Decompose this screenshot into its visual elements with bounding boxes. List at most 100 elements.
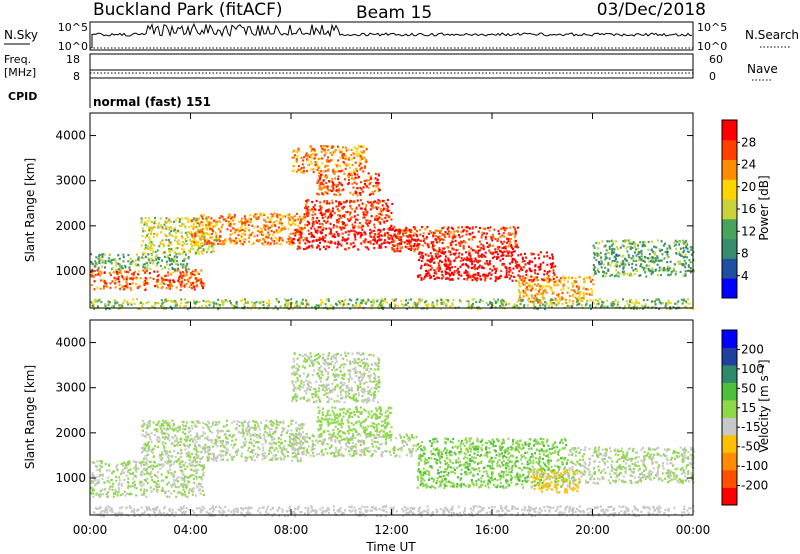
data-cell	[480, 243, 483, 246]
data-cell	[226, 429, 229, 433]
data-cell	[552, 266, 555, 269]
data-cell	[269, 433, 272, 437]
data-cell	[107, 300, 110, 303]
data-cell	[127, 271, 130, 274]
data-cell	[665, 307, 668, 310]
data-cell	[325, 227, 328, 230]
data-cell	[650, 300, 653, 303]
data-cell	[161, 285, 164, 288]
data-cell	[275, 237, 278, 240]
data-cell	[146, 443, 149, 446]
data-cell	[379, 234, 381, 237]
data-cell	[449, 263, 452, 266]
data-cell	[492, 304, 495, 307]
data-cell	[408, 238, 411, 241]
data-cell	[313, 157, 316, 160]
data-cell	[328, 245, 331, 248]
data-cell	[205, 242, 208, 245]
data-cell	[684, 300, 687, 303]
data-cell	[648, 253, 651, 256]
data-cell	[354, 173, 356, 176]
data-cell	[596, 302, 599, 305]
data-cell	[293, 238, 296, 241]
data-cell	[182, 488, 185, 491]
data-cell	[580, 304, 583, 307]
data-cell	[335, 302, 337, 305]
data-cell	[310, 235, 313, 238]
data-cell	[571, 276, 574, 279]
data-cell	[432, 304, 435, 307]
data-cell	[329, 151, 332, 154]
data-cell	[513, 258, 516, 261]
data-cell	[183, 250, 186, 254]
data-cell	[180, 492, 183, 495]
data-cell	[314, 230, 317, 234]
data-cell	[202, 249, 205, 252]
data-cell	[445, 303, 447, 306]
data-cell	[518, 264, 521, 267]
data-cell	[188, 285, 191, 289]
data-cell	[182, 223, 185, 226]
data-cell	[97, 267, 100, 270]
data-cell	[198, 278, 201, 281]
data-cell	[203, 493, 205, 496]
data-cell	[311, 218, 314, 221]
data-cell	[99, 256, 102, 259]
data-cell	[680, 262, 683, 266]
data-cell	[149, 244, 152, 247]
data-cell	[675, 252, 678, 255]
data-cell	[306, 155, 309, 158]
data-cell	[483, 227, 486, 230]
data-cell	[447, 277, 450, 280]
data-cell	[360, 242, 363, 245]
data-cell	[333, 211, 336, 215]
data-cell	[111, 472, 114, 475]
data-cell	[305, 152, 308, 155]
data-cell	[199, 246, 202, 249]
data-cell	[130, 277, 133, 280]
data-cell	[387, 227, 390, 230]
data-cell	[488, 271, 491, 274]
data-cell	[329, 304, 332, 307]
data-cell	[632, 269, 635, 272]
data-cell	[593, 265, 596, 269]
data-cell	[320, 187, 323, 190]
data-cell	[201, 304, 204, 307]
data-cell	[321, 162, 324, 165]
data-cell	[90, 253, 93, 256]
data-cell	[250, 218, 253, 221]
data-cell	[148, 272, 151, 275]
data-cell	[427, 264, 430, 267]
data-cell	[337, 190, 340, 193]
data-cell	[296, 247, 299, 251]
data-cell	[346, 238, 348, 241]
data-cell	[314, 305, 317, 308]
data-cell	[93, 307, 96, 310]
data-cell	[130, 261, 132, 264]
data-cell	[405, 231, 408, 234]
data-cell	[348, 172, 351, 175]
data-cell	[426, 243, 429, 246]
data-cell	[428, 259, 431, 262]
data-cell	[497, 277, 500, 280]
data-cell	[369, 182, 372, 185]
data-cell	[94, 273, 97, 277]
data-cell	[347, 148, 350, 151]
data-cell	[610, 261, 613, 264]
data-cell	[197, 456, 200, 459]
data-cell	[456, 272, 459, 275]
data-cell	[422, 255, 424, 258]
data-cell	[682, 242, 685, 245]
data-cell	[606, 251, 609, 254]
data-cell	[155, 483, 158, 486]
data-cell	[140, 301, 143, 304]
data-cell	[668, 274, 671, 277]
data-cell	[321, 216, 324, 220]
data-cell	[377, 199, 380, 202]
data-cell	[144, 266, 147, 269]
data-cell	[447, 226, 450, 229]
data-cell	[201, 468, 204, 471]
data-cell	[261, 230, 264, 233]
data-cell	[191, 474, 194, 477]
data-cell	[523, 305, 525, 308]
